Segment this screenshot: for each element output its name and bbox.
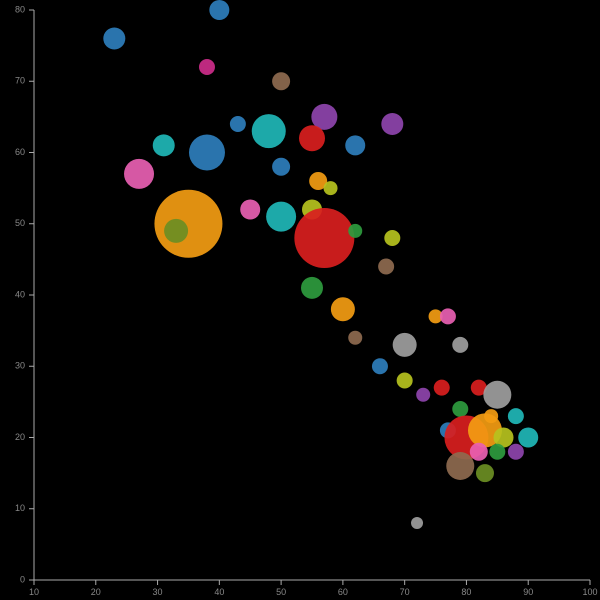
svg-text:70: 70	[400, 587, 410, 597]
data-point	[446, 452, 474, 480]
svg-text:40: 40	[214, 587, 224, 597]
data-point	[372, 358, 388, 374]
data-point	[272, 158, 290, 176]
data-point	[378, 259, 394, 275]
data-point	[393, 333, 417, 357]
data-point	[301, 277, 323, 299]
svg-text:60: 60	[15, 147, 25, 157]
data-point	[153, 134, 175, 156]
svg-text:0: 0	[20, 574, 25, 584]
data-point	[299, 125, 325, 151]
data-point	[476, 464, 494, 482]
chart-points	[103, 0, 538, 529]
data-point	[199, 59, 215, 75]
data-point	[348, 224, 362, 238]
data-point	[324, 181, 338, 195]
svg-text:20: 20	[91, 587, 101, 597]
data-point	[434, 380, 450, 396]
data-point	[508, 444, 524, 460]
data-point	[489, 444, 505, 460]
data-point	[384, 230, 400, 246]
data-point	[154, 190, 222, 258]
svg-text:90: 90	[523, 587, 533, 597]
svg-text:50: 50	[15, 218, 25, 228]
svg-text:50: 50	[276, 587, 286, 597]
svg-text:10: 10	[15, 503, 25, 513]
data-point	[230, 116, 246, 132]
svg-text:40: 40	[15, 289, 25, 299]
data-point	[483, 381, 511, 409]
data-point	[440, 308, 456, 324]
data-point	[240, 200, 260, 220]
data-point	[209, 0, 229, 20]
chart-axes: 10 20 30 40 50 60 70 80 90 100 0 10 20 30 40 50 60 70 80	[15, 4, 598, 597]
svg-text:30: 30	[153, 587, 163, 597]
svg-text:100: 100	[582, 587, 597, 597]
data-point	[164, 219, 188, 243]
svg-text:60: 60	[338, 587, 348, 597]
data-point	[345, 135, 365, 155]
data-point	[470, 443, 488, 461]
data-point	[266, 202, 296, 232]
data-point	[294, 208, 354, 268]
data-point	[518, 428, 538, 448]
data-point	[348, 331, 362, 345]
data-point	[252, 114, 286, 148]
data-point	[411, 517, 423, 529]
data-point	[381, 113, 403, 135]
data-point	[189, 135, 225, 171]
svg-text:20: 20	[15, 432, 25, 442]
data-point	[103, 28, 125, 50]
svg-text:80: 80	[15, 4, 25, 14]
data-point	[331, 297, 355, 321]
svg-text:30: 30	[15, 361, 25, 371]
svg-text:80: 80	[461, 587, 471, 597]
svg-text:10: 10	[29, 587, 39, 597]
svg-text:70: 70	[15, 76, 25, 86]
data-point	[452, 401, 468, 417]
data-point	[124, 159, 154, 189]
data-point	[397, 373, 413, 389]
data-point	[508, 408, 524, 424]
data-point	[452, 337, 468, 353]
data-point	[272, 72, 290, 90]
bubble-chart: 10 20 30 40 50 60 70 80 90 100 0 10 20 30 40 50 60 70 80	[0, 0, 600, 600]
data-point	[416, 388, 430, 402]
